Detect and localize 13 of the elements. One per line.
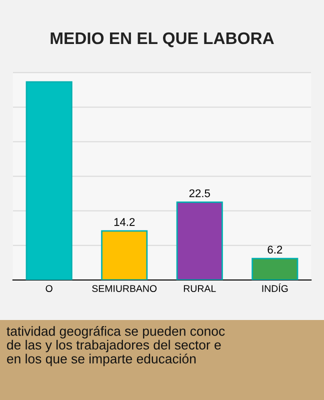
data-label: 14.2: [114, 218, 135, 226]
x-tick-label: INDÍG: [262, 283, 288, 292]
bar: [101, 230, 148, 280]
x-tick-label: O: [46, 285, 52, 292]
text: tatividad geográfica se pueden conoc de las y los trabajadores del sector e en los que se imparte educación: [6, 326, 225, 366]
x-tick-label: SEMIURBANO: [92, 285, 157, 292]
data-label: 6.2: [268, 246, 282, 254]
chart-title: MEDIO EN EL QUE LABORA: [50, 32, 274, 48]
bar: [26, 81, 72, 280]
x-tick-label: RURAL: [184, 285, 216, 292]
bar: [252, 258, 298, 280]
bar: [176, 202, 223, 280]
data-label: 22.5: [189, 189, 210, 198]
